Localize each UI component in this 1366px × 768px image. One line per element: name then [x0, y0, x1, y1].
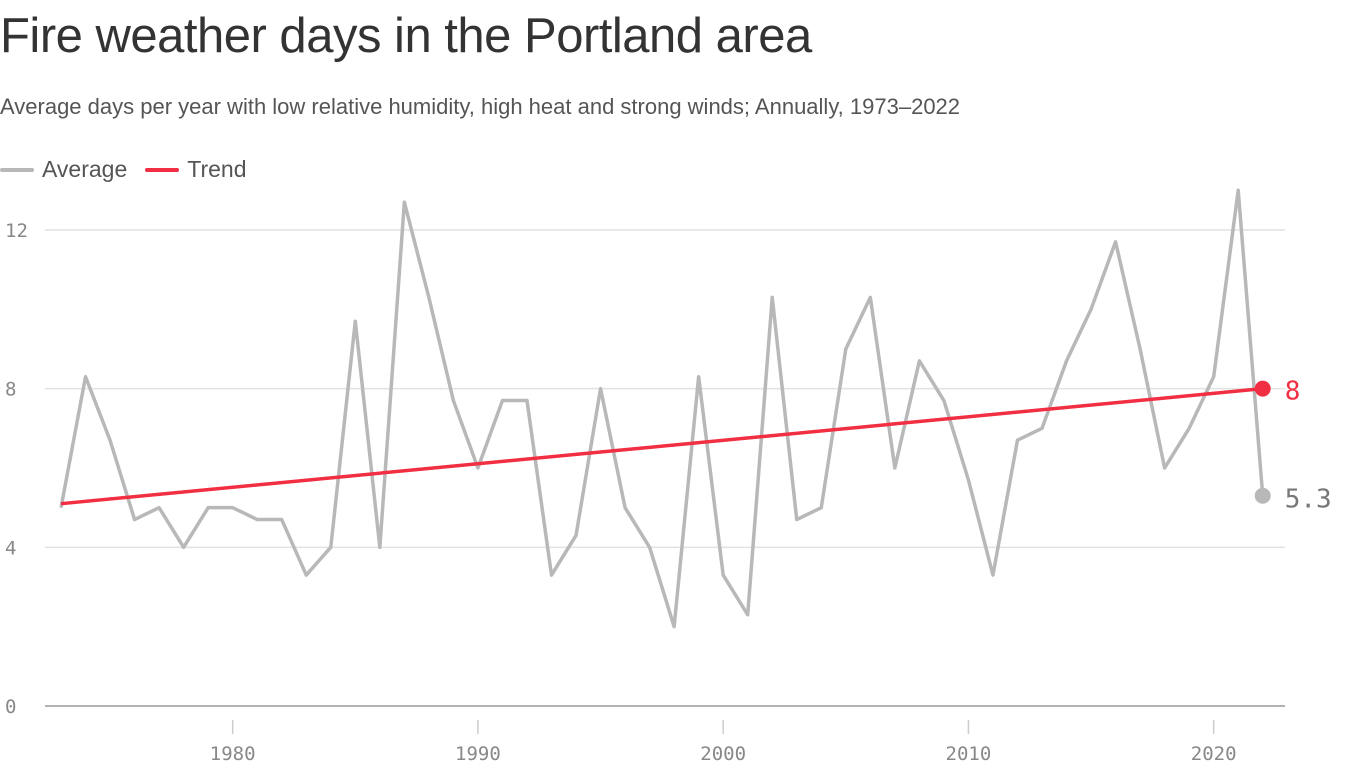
legend-swatch-average [0, 167, 34, 172]
legend: Average Trend [0, 156, 265, 183]
average-end-label: 5.3 [1285, 485, 1332, 515]
trend-end-point [1254, 380, 1271, 397]
y-tick-label: 4 [5, 537, 16, 559]
legend-item-average: Average [0, 156, 127, 183]
average-line [59, 188, 1265, 629]
x-tick-label: 2010 [946, 743, 992, 765]
legend-label-trend: Trend [187, 156, 247, 182]
x-tick-label: 2000 [700, 743, 746, 765]
x-tick-label: 1980 [210, 743, 256, 765]
x-tick-label: 1990 [455, 743, 501, 765]
y-tick-label: 12 [5, 220, 28, 242]
average-end-point [1254, 487, 1271, 504]
legend-label-average: Average [42, 156, 128, 182]
chart-title: Fire weather days in the Portland area [0, 9, 812, 63]
y-tick-label: 8 [5, 379, 16, 401]
legend-item-trend: Trend [145, 156, 247, 183]
trend-line [60, 386, 1263, 506]
legend-swatch-trend [145, 167, 180, 172]
x-tick-label: 2020 [1191, 743, 1237, 765]
chart-subtitle: Average days per year with low relative … [0, 94, 961, 119]
y-tick-label: 0 [5, 696, 16, 718]
trend-end-label: 8 [1285, 377, 1301, 407]
